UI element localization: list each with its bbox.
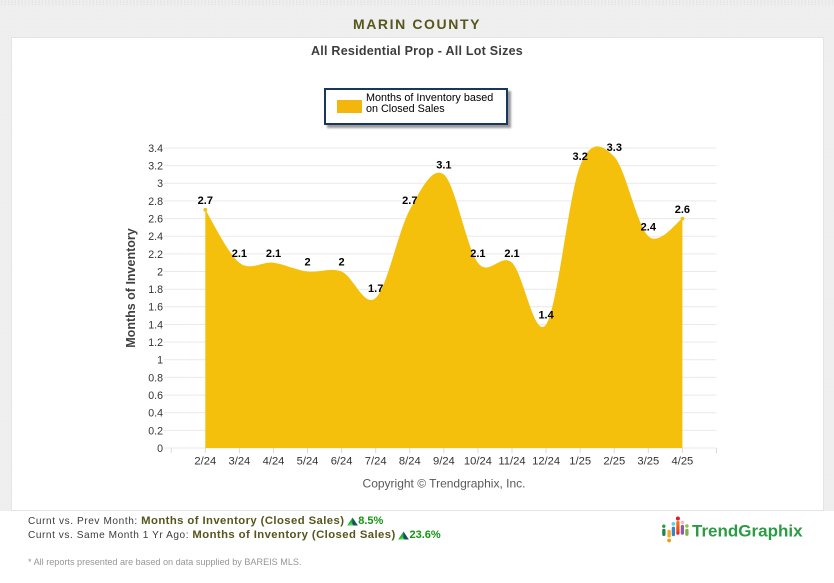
svg-text:Months of Inventory: Months of Inventory bbox=[124, 228, 138, 347]
svg-text:0.2: 0.2 bbox=[148, 425, 163, 437]
svg-text:1.2: 1.2 bbox=[148, 337, 163, 349]
svg-text:5/24: 5/24 bbox=[297, 456, 319, 468]
svg-text:0.4: 0.4 bbox=[148, 408, 163, 420]
svg-text:11/24: 11/24 bbox=[498, 456, 525, 468]
svg-text:3.2: 3.2 bbox=[148, 161, 163, 173]
svg-text:2: 2 bbox=[304, 257, 310, 269]
svg-text:2.1: 2.1 bbox=[504, 248, 519, 260]
svg-text:3/25: 3/25 bbox=[637, 456, 659, 468]
svg-text:3.2: 3.2 bbox=[573, 151, 588, 163]
svg-text:0: 0 bbox=[157, 443, 163, 455]
svg-text:2.6: 2.6 bbox=[148, 214, 163, 226]
svg-text:TrendGraphix: TrendGraphix bbox=[692, 522, 803, 541]
svg-text:2.6: 2.6 bbox=[675, 204, 690, 216]
svg-text:2.1: 2.1 bbox=[470, 248, 485, 260]
svg-text:2: 2 bbox=[157, 266, 163, 278]
svg-text:3.4: 3.4 bbox=[148, 143, 163, 155]
svg-text:9/24: 9/24 bbox=[433, 456, 455, 468]
svg-text:2/25: 2/25 bbox=[603, 456, 625, 468]
svg-text:10/24: 10/24 bbox=[464, 456, 492, 468]
svg-text:8/24: 8/24 bbox=[399, 456, 421, 468]
svg-text:12/24: 12/24 bbox=[532, 456, 560, 468]
svg-text:4/25: 4/25 bbox=[672, 456, 694, 468]
svg-text:3: 3 bbox=[157, 178, 163, 190]
svg-text:1.7: 1.7 bbox=[368, 283, 383, 295]
svg-text:0.8: 0.8 bbox=[148, 372, 163, 384]
svg-text:1.4: 1.4 bbox=[148, 319, 163, 331]
svg-text:2: 2 bbox=[339, 257, 345, 269]
svg-text:3/24: 3/24 bbox=[229, 456, 251, 468]
svg-text:1.8: 1.8 bbox=[148, 284, 163, 296]
svg-text:4/24: 4/24 bbox=[263, 456, 285, 468]
svg-text:1.6: 1.6 bbox=[148, 302, 163, 314]
svg-text:3.3: 3.3 bbox=[607, 142, 622, 154]
svg-text:2.8: 2.8 bbox=[148, 196, 163, 208]
svg-text:2.4: 2.4 bbox=[148, 231, 163, 243]
svg-text:2.1: 2.1 bbox=[232, 248, 247, 260]
svg-text:2.1: 2.1 bbox=[266, 248, 281, 260]
svg-text:3.1: 3.1 bbox=[436, 160, 451, 172]
svg-text:2.7: 2.7 bbox=[402, 195, 417, 207]
svg-text:1: 1 bbox=[157, 355, 163, 367]
svg-text:2.2: 2.2 bbox=[148, 249, 163, 261]
svg-text:Copyright © Trendgraphix, Inc.: Copyright © Trendgraphix, Inc. bbox=[363, 477, 526, 491]
svg-text:6/24: 6/24 bbox=[331, 456, 353, 468]
svg-text:2.7: 2.7 bbox=[198, 195, 213, 207]
svg-text:2/24: 2/24 bbox=[194, 456, 216, 468]
svg-text:2.4: 2.4 bbox=[641, 221, 657, 233]
svg-text:1.4: 1.4 bbox=[538, 310, 554, 322]
svg-text:1/25: 1/25 bbox=[569, 456, 591, 468]
svg-text:0.6: 0.6 bbox=[148, 390, 163, 402]
svg-text:7/24: 7/24 bbox=[365, 456, 387, 468]
